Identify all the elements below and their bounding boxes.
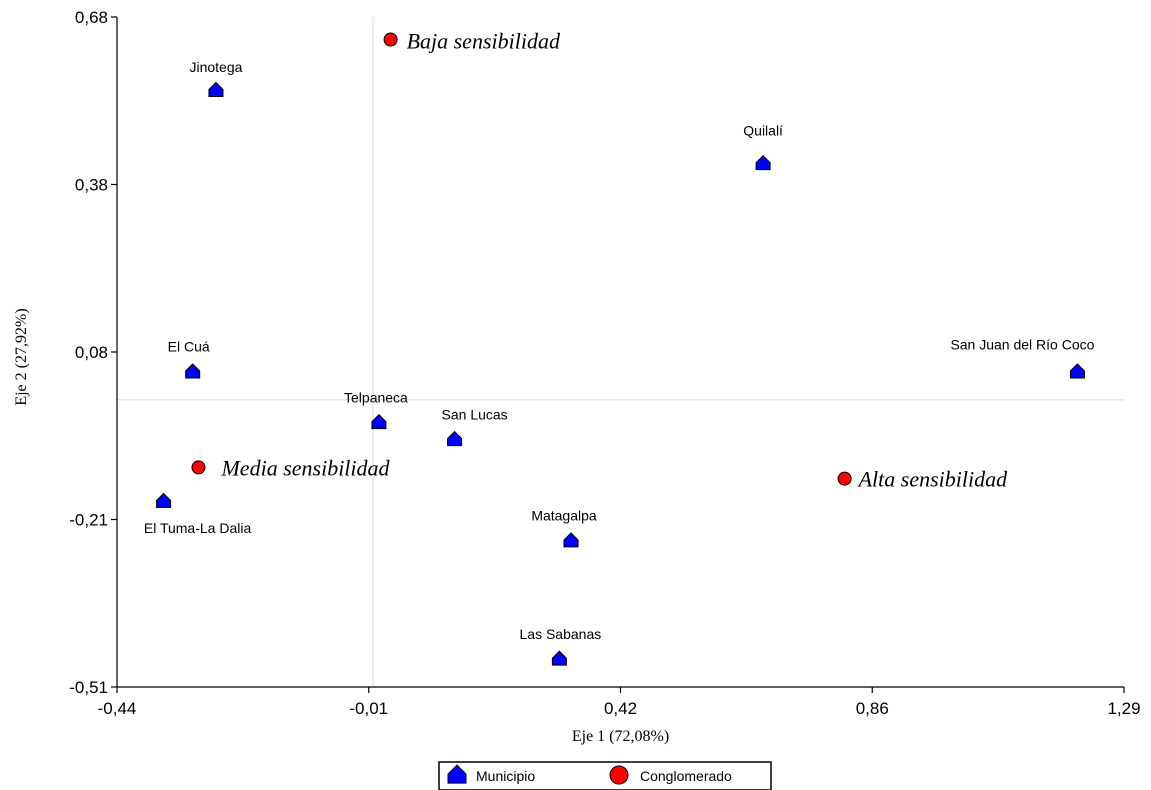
municipio-label: Quilalí [743,122,783,138]
municipio-label: Jinotega [189,59,242,75]
municipio-marker [1069,363,1085,379]
conglomerado-marker [191,460,206,475]
x-tick-label: -0,44 [98,699,137,718]
reference-lines [117,17,1124,687]
legend-box [438,761,772,790]
y-tick-label: 0,08 [75,343,108,362]
conglomerado-marker [383,32,398,47]
conglomerado-label: Media sensibilidad [220,455,390,480]
data-points: Jinotega Quilalí El Cuá San Juan del Río Co… [144,29,1095,666]
municipio-label: Telpaneca [344,389,408,405]
municipio-marker [447,430,463,447]
x-axis-title: Eje 1 (72,08%) [572,728,669,745]
y-tick-label: -0,51 [69,678,108,697]
municipio-marker [755,154,771,171]
municipio-marker [156,492,172,509]
tick-labels: -0,44 -0,01 0,42 0,86 1,29 0,68 0,38 0,08 -0,21 -… [69,8,1140,718]
municipio-marker [208,81,224,97]
y-tick-label: 0,68 [75,8,108,27]
x-tick-label: 0,42 [604,699,637,718]
x-tick-label: 1,29 [1107,699,1140,718]
legend-label-conglomerado: Conglomerado [640,768,732,784]
y-tick-label: 0,38 [75,176,108,195]
conglomerado-marker [837,471,852,486]
municipio-marker [371,413,387,430]
x-tick-label: 0,86 [856,699,889,718]
x-tick-label: -0,01 [349,699,388,718]
municipio-label: El Cuá [168,339,210,355]
municipio-label: El Tuma-La Dalia [144,520,252,536]
municipio-marker [563,532,579,548]
municipio-marker [185,363,201,379]
municipio-label: Las Sabanas [520,626,602,642]
municipio-label: San Juan del Río Coco [950,337,1094,353]
conglomerado-label: Alta sensibilidad [857,467,1009,492]
legend-label-municipio: Municipio [476,768,535,784]
y-axis-title: Eje 2 (27,92%) [13,308,30,405]
municipio-label: Matagalpa [531,508,597,524]
y-tick-label: -0,21 [69,511,108,530]
legend-municipio-icon [447,764,467,784]
conglomerado-label: Baja sensibilidad [407,29,561,54]
legend: Municipio Conglomerado [438,761,772,790]
legend-conglomerado-icon [609,765,629,785]
axes [111,16,1125,693]
municipio-label: San Lucas [442,406,508,422]
municipio-marker [551,650,567,666]
